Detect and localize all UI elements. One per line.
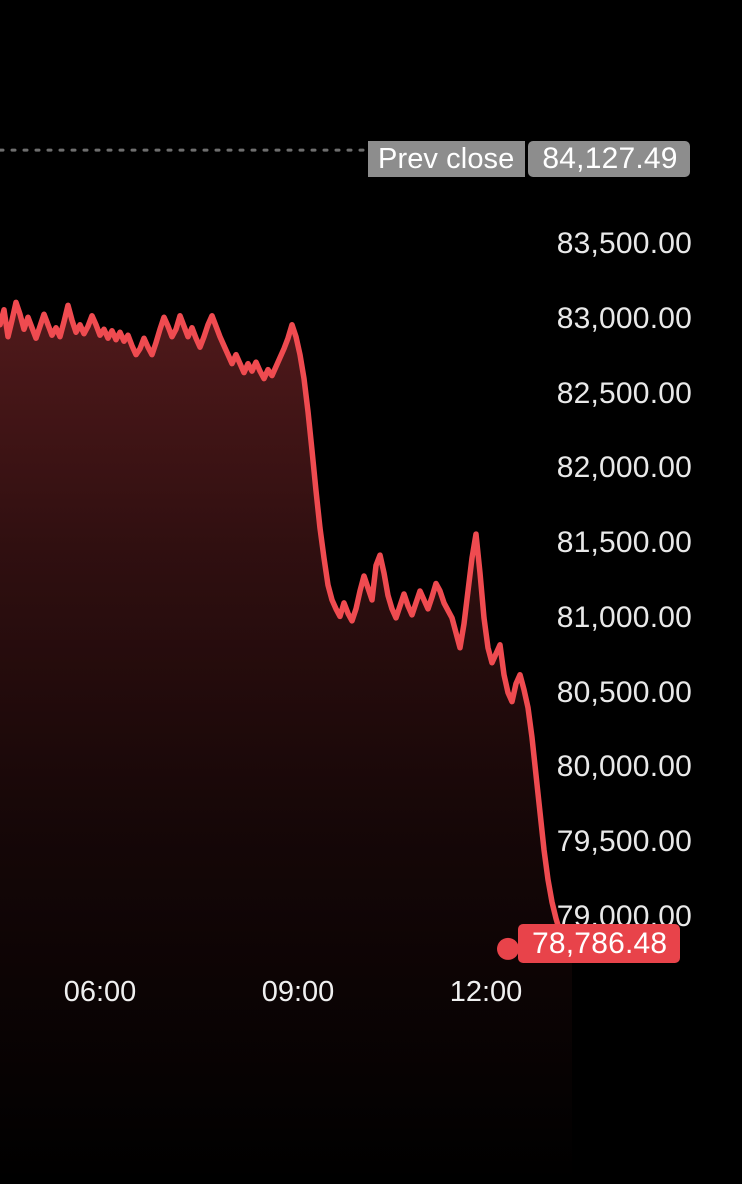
y-axis-tick: 81,500.00 <box>556 526 692 559</box>
price-line <box>0 299 575 952</box>
current-price-dot <box>497 937 519 960</box>
y-axis-tick: 80,500.00 <box>556 676 692 709</box>
x-axis-tick: 09:00 <box>261 976 335 1008</box>
y-axis-tick: 82,500.00 <box>556 377 692 410</box>
y-axis-tick: 82,000.00 <box>556 451 692 484</box>
y-axis-tick: 83,500.00 <box>556 227 692 260</box>
price-area-fill <box>0 302 572 1184</box>
y-axis-tick: 83,000.00 <box>556 302 692 335</box>
current-price-badge: 78,786.48 <box>518 924 681 963</box>
y-axis-tick: 80,000.00 <box>556 750 692 783</box>
y-axis-tick: 81,000.00 <box>556 601 692 634</box>
prev-close-label: Prev close <box>368 141 526 177</box>
y-axis-tick: 79,500.00 <box>556 825 692 858</box>
x-axis-tick: 12:00 <box>449 976 523 1008</box>
prev-close-value: 84,127.49 <box>528 141 690 177</box>
prev-close-badge-group: Prev close 84,127.49 <box>368 141 690 177</box>
x-axis-tick: 06:00 <box>63 976 137 1008</box>
